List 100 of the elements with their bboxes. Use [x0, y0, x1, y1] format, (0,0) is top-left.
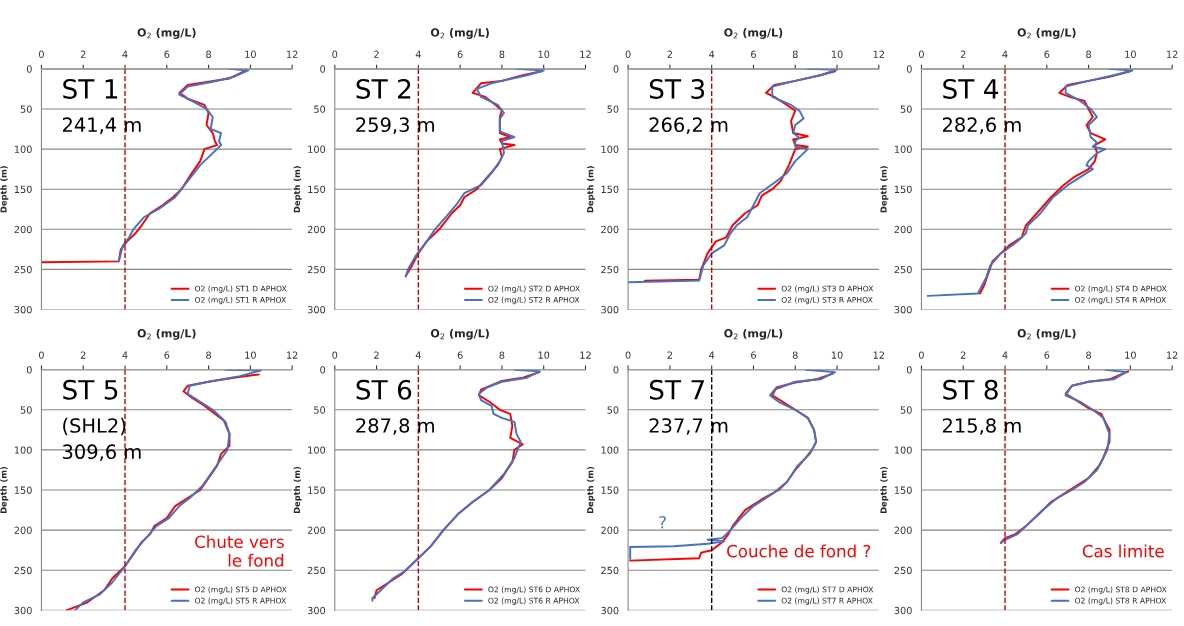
text: (SHL2) 309,6 m — [62, 417, 141, 462]
x-tick-label: 6 — [164, 351, 170, 359]
x-tick-label: 6 — [1044, 50, 1050, 58]
y-tick-label: 300 — [894, 606, 912, 615]
chart-title: ST 1 — [63, 78, 118, 99]
chart-title: ST 3 — [649, 78, 705, 99]
x-tick-label: 0 — [332, 50, 338, 58]
line-series — [117, 68, 250, 263]
x-tick-label: 12 — [873, 351, 885, 359]
text: 282,6 m — [942, 117, 1021, 135]
x-axis-title: O$_{2}$ (mg/L) — [1017, 28, 1076, 39]
line-series — [926, 68, 1134, 297]
y-tick-label: 150 — [308, 486, 326, 494]
x-tick-label: 8 — [792, 351, 798, 359]
x-tick-label: 2 — [960, 351, 966, 359]
y-tick-label: 0 — [906, 65, 912, 73]
y-axis-title: Depth (m) — [586, 166, 595, 213]
x-tick-label: 4 — [709, 351, 715, 359]
y-tick-label: 150 — [14, 185, 32, 194]
x-tick-label: 12 — [287, 50, 298, 58]
x-tick-label: 8 — [1086, 50, 1092, 58]
x-tick-label: 12 — [1167, 351, 1178, 359]
chart-title: ST 6 — [356, 379, 412, 400]
y-tick-label: 50 — [900, 105, 912, 113]
x-tick-label: 8 — [792, 50, 798, 58]
x-tick-label: 10 — [1125, 50, 1136, 58]
y-tick-label: 50 — [314, 406, 326, 414]
text: 259,3 m — [356, 117, 434, 135]
x-axis-title: O$_{2}$ (mg/L) — [137, 28, 196, 39]
y-axis-title: Depth (m) — [293, 166, 302, 213]
y-tick-label: 300 — [307, 606, 326, 615]
y-tick-label: 200 — [601, 526, 619, 534]
x-tick-label: 10 — [538, 50, 550, 58]
y-tick-label: 50 — [607, 406, 619, 414]
x-tick-label: 0 — [625, 351, 631, 359]
y-tick-label: 300 — [14, 606, 32, 615]
y-tick-label: 50 — [20, 406, 32, 414]
x-tick-label: 12 — [580, 351, 591, 359]
x-tick-label: 6 — [457, 50, 463, 58]
chart-title: ST 2 — [356, 78, 411, 99]
x-tick-label: 8 — [499, 351, 505, 359]
annotation: ? — [659, 515, 666, 529]
x-tick-label: 8 — [206, 50, 212, 58]
y-tick-label: 250 — [601, 566, 619, 575]
y-tick-label: 250 — [14, 566, 32, 575]
y-axis-title: Depth (m) — [880, 466, 889, 514]
y-tick-label: 150 — [308, 185, 326, 194]
text: 237,7 m — [649, 418, 728, 435]
y-axis-title: Depth (m) — [880, 166, 889, 213]
y-tick-label: 300 — [14, 306, 32, 314]
x-tick-label: 12 — [287, 351, 298, 359]
x-tick-label: 6 — [751, 351, 756, 359]
y-tick-label: 300 — [601, 306, 619, 314]
y-tick-label: 0 — [613, 65, 619, 73]
text: 287,8 m — [356, 418, 434, 435]
x-tick-label: 6 — [164, 50, 170, 58]
y-tick-label: 100 — [308, 145, 326, 153]
y-tick-label: 100 — [894, 145, 912, 153]
x-tick-label: 10 — [538, 351, 550, 359]
y-tick-label: 0 — [906, 366, 912, 374]
y-tick-label: 150 — [14, 486, 32, 494]
x-tick-label: 10 — [1125, 351, 1136, 359]
y-tick-label: 150 — [894, 185, 912, 194]
y-axis-title: Depth (m) — [586, 466, 595, 514]
text: 241,4 m — [62, 117, 141, 135]
y-tick-label: 0 — [320, 366, 326, 374]
x-axis-title: O$_{2}$ (mg/L) — [430, 28, 489, 39]
x-tick-label: 8 — [499, 50, 505, 58]
chart-title: ST 5 — [63, 379, 118, 400]
x-axis-title: O$_{2}$ (mg/L) — [724, 328, 783, 340]
x-tick-label: 4 — [1002, 50, 1008, 58]
x-tick-label: 0 — [918, 50, 924, 58]
x-tick-label: 0 — [625, 50, 631, 58]
y-tick-label: 200 — [601, 225, 619, 234]
text: 266,2 m — [649, 117, 728, 135]
x-tick-label: 12 — [1167, 50, 1178, 58]
x-tick-label: 6 — [457, 351, 463, 359]
x-tick-label: 12 — [873, 50, 885, 58]
y-tick-label: 0 — [26, 65, 32, 73]
x-tick-label: 4 — [415, 351, 421, 359]
x-tick-label: 0 — [918, 351, 924, 359]
y-tick-label: 300 — [307, 306, 326, 314]
x-axis-title: O$_{2}$ (mg/L) — [137, 328, 196, 340]
x-tick-label: 2 — [80, 50, 86, 58]
y-tick-label: 200 — [14, 225, 32, 234]
x-tick-label: 10 — [245, 351, 256, 359]
y-tick-label: 50 — [314, 105, 326, 113]
x-axis-title: O$_{2}$ (mg/L) — [430, 328, 489, 340]
chart-title: ST 4 — [943, 78, 999, 99]
y-tick-label: 250 — [894, 265, 912, 274]
x-tick-label: 2 — [960, 50, 966, 58]
y-axis-title: Depth (m) — [0, 466, 9, 514]
y-tick-label: 100 — [14, 145, 32, 153]
y-tick-label: 200 — [894, 526, 912, 534]
y-tick-label: 250 — [601, 265, 619, 274]
x-tick-label: 4 — [122, 351, 128, 359]
y-tick-label: 0 — [320, 65, 326, 73]
x-tick-label: 10 — [831, 50, 843, 58]
y-tick-label: 100 — [308, 446, 326, 454]
y-tick-label: 0 — [26, 366, 32, 374]
